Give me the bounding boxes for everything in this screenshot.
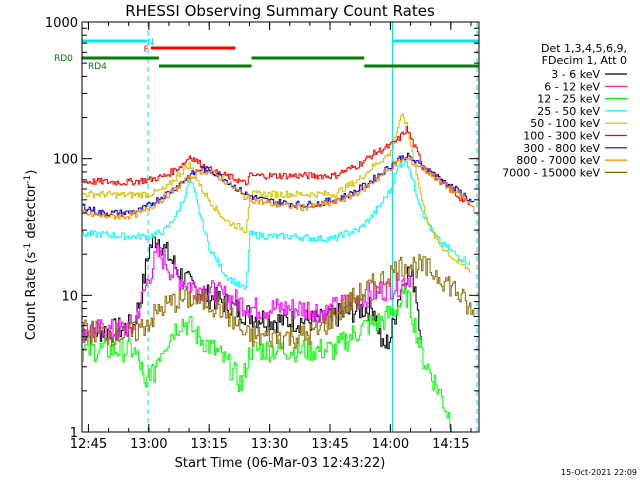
plot-frame [81, 21, 480, 433]
y-tick-label-0: 1 [70, 426, 78, 441]
y-tick-label-1: 10 [61, 289, 78, 304]
series-line-5 [82, 126, 470, 206]
chart-title: RHESSI Observing Summary Count Rates [125, 2, 435, 20]
x-tick-label-4: 13:45 [311, 437, 348, 452]
legend: Det 1,3,4,5,6,9,FDecim 1, Att 03 - 6 keV… [502, 42, 627, 179]
legend-label-2: 12 - 25 keV [537, 93, 600, 106]
x-tick-label-6: 14:15 [432, 437, 469, 452]
flag-bars: NF RD0 RD4 [54, 38, 479, 72]
x-tick-label-5: 14:00 [372, 437, 409, 452]
y-axis-label: Count Rate (s-1 detector-1) [23, 170, 39, 341]
legend-header-1: FDecim 1, Att 0 [542, 54, 627, 67]
y-tick-label-3: 1000 [45, 16, 78, 31]
legend-label-0: 3 - 6 keV [551, 68, 600, 81]
x-tick-label-2: 13:15 [190, 437, 227, 452]
attenuator-label-2: RD4 [88, 62, 107, 72]
flag-label-2: F [144, 45, 149, 55]
legend-label-3: 25 - 50 keV [537, 105, 600, 118]
legend-label-7: 800 - 7000 keV [516, 154, 600, 167]
series-line-4 [82, 113, 470, 273]
footer-timestamp: 15-Oct-2021 22:09 [561, 468, 637, 477]
legend-label-4: 50 - 100 keV [530, 117, 600, 130]
series-group [82, 113, 475, 433]
event-lines [81, 22, 478, 432]
legend-label-5: 100 - 300 keV [523, 130, 600, 143]
legend-label-8: 7000 - 15000 keV [502, 166, 600, 179]
x-axis-label: Start Time (06-Mar-03 12:43:22) [175, 456, 386, 471]
legend-label-6: 300 - 800 keV [523, 142, 600, 155]
series-line-8 [82, 254, 475, 349]
legend-label-1: 6 - 12 keV [544, 80, 600, 93]
y-tick-label-2: 100 [53, 153, 78, 168]
x-tick-label-1: 13:00 [130, 437, 167, 452]
legend-header-0: Det 1,3,4,5,6,9, [541, 42, 627, 55]
x-tick-label-0: 12:45 [70, 437, 107, 452]
x-tick-label-3: 13:30 [251, 437, 288, 452]
series-line-1 [82, 243, 411, 343]
flag-label-0: N [147, 38, 154, 48]
series-line-2 [82, 286, 454, 433]
attenuator-label-0: RD0 [54, 54, 73, 64]
series-line-7 [82, 157, 475, 220]
axes: 12:45 13:00 13:15 13:30 13:45 14:00 14:15 1 10 10… [45, 16, 480, 452]
